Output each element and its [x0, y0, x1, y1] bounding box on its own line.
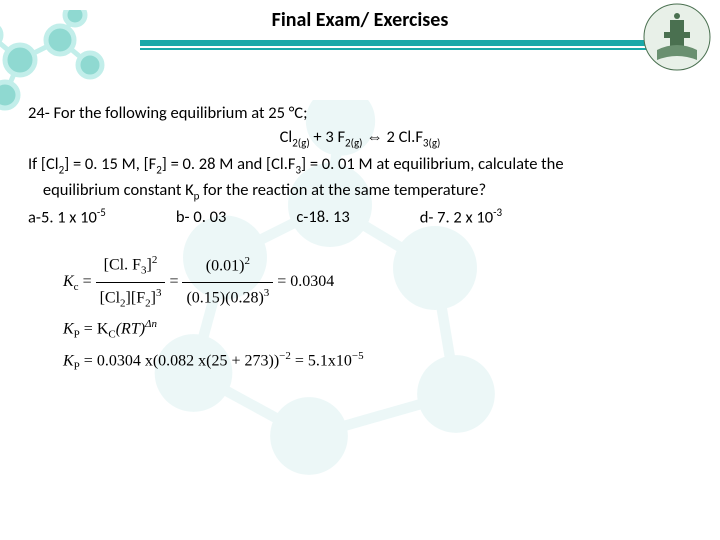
question-ask: equilibrium constant Kp for the reaction…: [28, 179, 692, 204]
solution-work: Kc = [Cl. F3]2 [Cl2][F2]3 = (0.01)2 (0.1…: [63, 250, 692, 377]
kc-formula: Kc = [Cl. F3]2 [Cl2][F2]3 = (0.01)2 (0.1…: [63, 250, 692, 314]
kp-formula: KP = KC(RT)Δn: [63, 314, 692, 345]
given-values: If [Cl2] = 0. 15 M, [F2] = 0. 28 M and […: [28, 153, 692, 178]
equilibrium-equation: Cl2(g) + 3 F2(g) ⇔ 2 Cl.F3(g): [28, 126, 692, 151]
choice-a: a-5. 1 x 10-5: [28, 206, 106, 229]
university-logo: [642, 2, 712, 72]
choice-b: b- 0. 03: [176, 206, 226, 229]
choice-d: d- 7. 2 x 10-3: [420, 206, 502, 229]
choice-c: c-18. 13: [296, 206, 349, 229]
slide-header: Final Exam/ Exercises: [0, 0, 720, 32]
question-intro: 24- For the following equilibrium at 25 …: [28, 102, 692, 124]
answer-choices: a-5. 1 x 10-5 b- 0. 03 c-18. 13 d- 7. 2 …: [28, 206, 692, 229]
page-title: Final Exam/ Exercises: [272, 8, 449, 32]
kp-calculation: KP = 0.0304 x(0.082 x(25 + 273))−2 = 5.1…: [63, 346, 692, 377]
question-content: 24- For the following equilibrium at 25 …: [0, 32, 720, 377]
